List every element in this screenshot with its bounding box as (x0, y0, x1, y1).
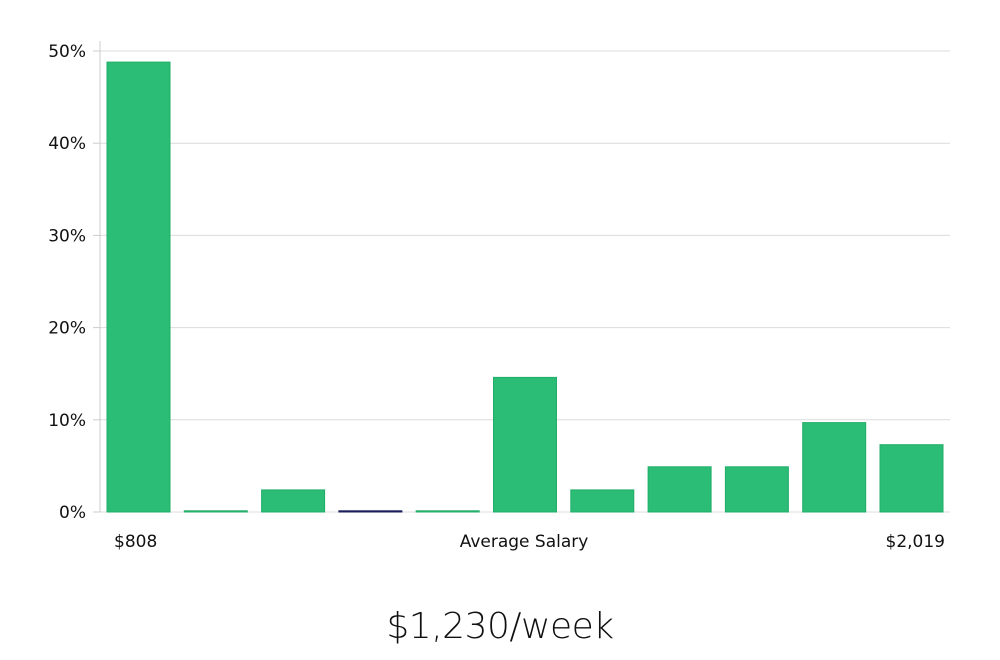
bar-4 (338, 510, 403, 513)
y-tick-label: 50% (48, 42, 86, 62)
bar-5 (415, 510, 480, 513)
bar-9 (724, 466, 789, 513)
bar-1 (106, 61, 171, 513)
bar-3 (261, 489, 326, 513)
bar-10 (802, 422, 867, 513)
y-axis: 0% 10% 20% 30% 40% 50% (48, 41, 101, 523)
average-salary-value: $1,230/week (386, 606, 614, 647)
x-axis-title: Average Salary (460, 532, 589, 552)
bar-11 (879, 444, 944, 513)
bar-6 (493, 376, 557, 513)
y-tick-label: 40% (48, 134, 86, 154)
y-tick-label: 10% (48, 411, 86, 431)
bar-2 (183, 510, 248, 513)
bar-8 (647, 466, 712, 513)
y-tick-label: 0% (59, 503, 86, 523)
x-max-label: $2,019 (886, 532, 945, 552)
salary-distribution-chart: 0% 10% 20% 30% 40% 50% $808 Average Salary $2… (48, 41, 950, 552)
y-tick-label: 20% (48, 319, 86, 339)
bar-7 (570, 489, 635, 513)
x-min-label: $808 (114, 532, 157, 552)
y-tick-label: 30% (48, 226, 86, 246)
bars (106, 61, 944, 513)
